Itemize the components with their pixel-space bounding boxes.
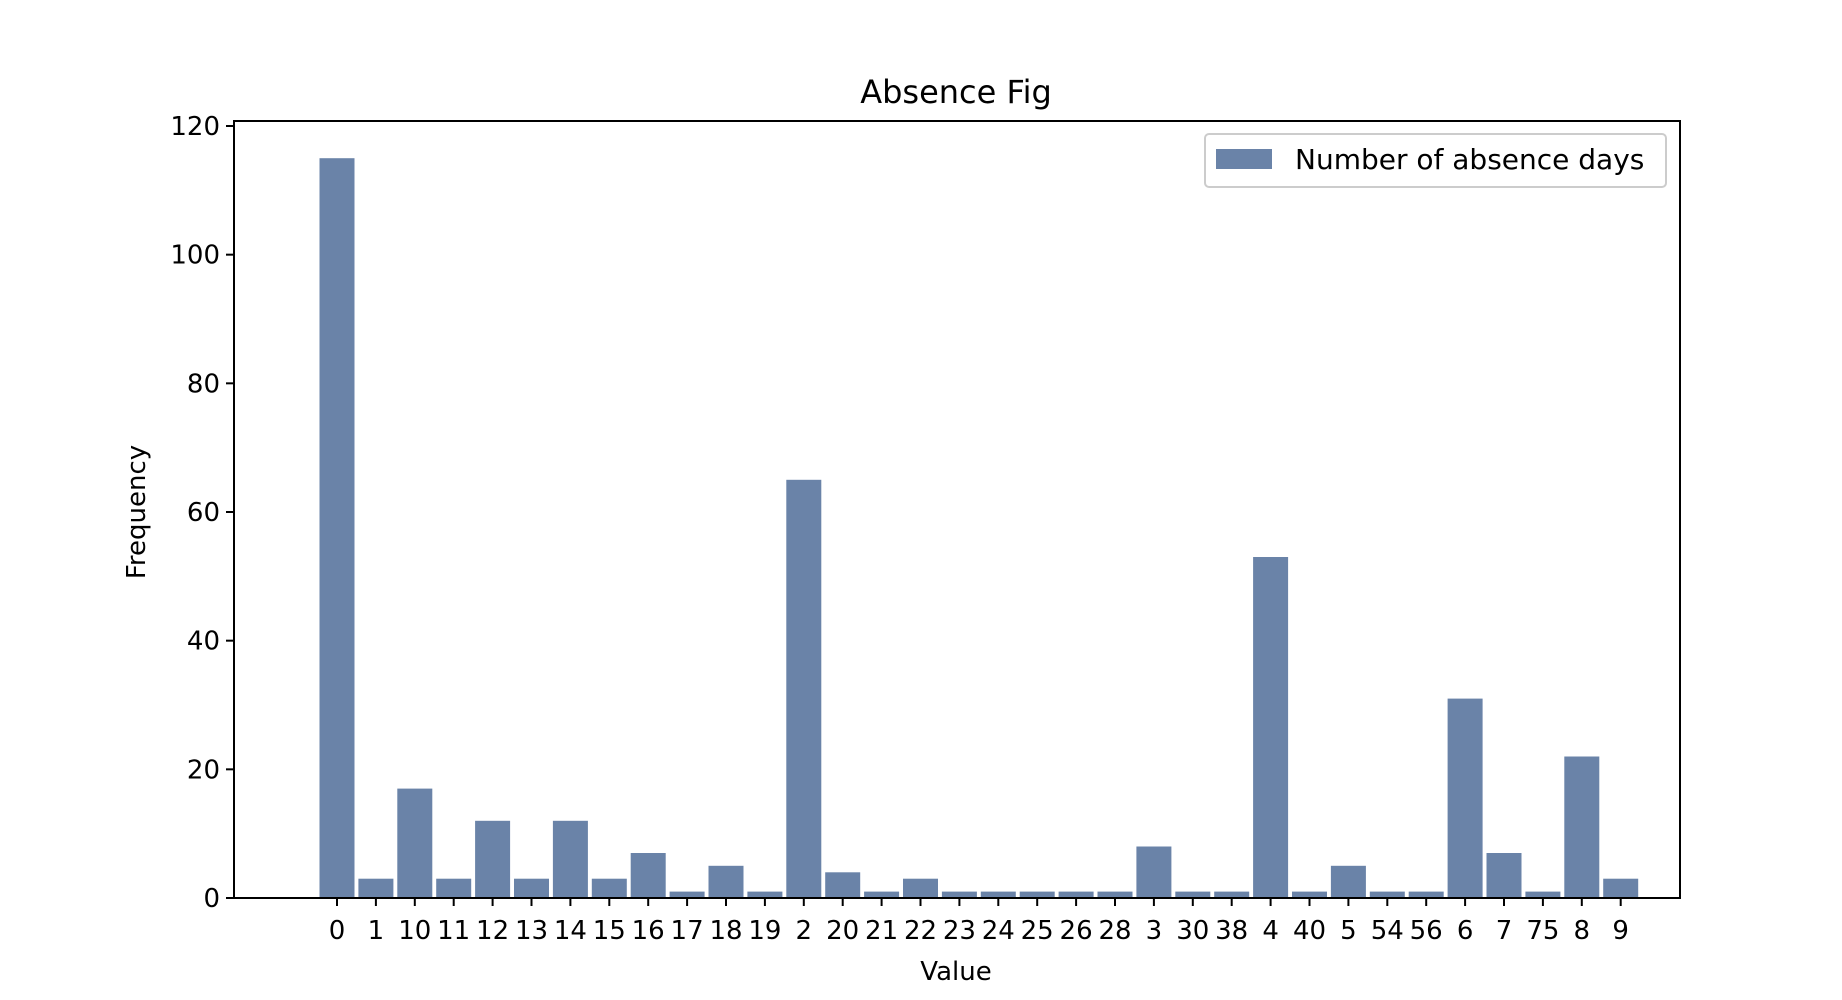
x-tick-label: 23 [943, 916, 976, 946]
bar-10 [397, 788, 433, 898]
y-axis-label: Frequency [122, 445, 152, 579]
x-tick-label: 2 [796, 916, 813, 946]
bars-layer [319, 158, 1639, 898]
bar-5 [1330, 865, 1366, 898]
bar-28 [1097, 891, 1133, 898]
legend-label: Number of absence days [1295, 143, 1644, 176]
legend-swatch [1216, 149, 1272, 169]
x-tick-label: 7 [1496, 916, 1513, 946]
x-axis: 0 1 10 11 12 13 14 15 16 17 18 19 2 20 21 22 23 24 25 26 28 3… [329, 898, 1629, 946]
bar-12 [475, 820, 511, 898]
bar-23 [941, 891, 977, 898]
bar-14 [552, 820, 588, 898]
x-axis-label: Value [920, 957, 991, 987]
x-tick-label: 5 [1340, 916, 1357, 946]
bar-40 [1292, 891, 1327, 898]
x-tick-label: 22 [904, 916, 937, 946]
bar-9 [1603, 878, 1639, 898]
y-tick-label: 60 [187, 498, 220, 528]
bar-24 [980, 891, 1016, 898]
x-tick-label: 56 [1410, 916, 1443, 946]
bar-30 [1175, 891, 1211, 898]
x-tick-label: 28 [1098, 916, 1131, 946]
x-tick-label: 40 [1293, 916, 1326, 946]
x-tick-label: 3 [1146, 916, 1163, 946]
bar-11 [436, 878, 472, 898]
bar-25 [1019, 891, 1055, 898]
x-tick-label: 10 [398, 916, 431, 946]
bar-17 [669, 891, 705, 898]
y-tick-label: 120 [170, 112, 220, 142]
y-tick-label: 80 [187, 369, 220, 399]
x-tick-label: 4 [1262, 916, 1279, 946]
x-tick-label: 18 [709, 916, 742, 946]
x-tick-label: 21 [865, 916, 898, 946]
bar-6 [1447, 698, 1483, 898]
x-tick-label: 20 [826, 916, 859, 946]
x-tick-label: 15 [593, 916, 626, 946]
bar-75 [1525, 891, 1561, 898]
bar-13 [514, 878, 549, 898]
plot-frame [233, 120, 1681, 899]
bar-56 [1408, 891, 1444, 898]
x-tick-label: 75 [1526, 916, 1559, 946]
y-tick-label: 0 [203, 884, 220, 914]
y-tick-label: 100 [170, 241, 220, 271]
bar-18 [708, 865, 744, 898]
chart-title: Absence Fig [860, 73, 1052, 111]
x-tick-label: 13 [515, 916, 548, 946]
x-tick-label: 11 [437, 916, 470, 946]
x-tick-label: 0 [329, 916, 346, 946]
x-tick-label: 24 [982, 916, 1015, 946]
bar-7 [1486, 853, 1522, 898]
legend-box [1204, 133, 1667, 188]
x-tick-label: 38 [1215, 916, 1248, 946]
legend: Number of absence days [1204, 133, 1667, 188]
bar-38 [1214, 891, 1250, 898]
bar-54 [1369, 891, 1405, 898]
x-tick-label: 16 [632, 916, 665, 946]
x-tick-label: 14 [554, 916, 587, 946]
x-tick-label: 6 [1457, 916, 1474, 946]
y-axis: 0 20 40 60 80 100 120 [170, 112, 234, 914]
bar-20 [825, 872, 861, 898]
bar-16 [630, 853, 666, 898]
x-tick-label: 17 [671, 916, 704, 946]
x-tick-label: 8 [1574, 916, 1591, 946]
bar-0 [319, 158, 355, 898]
x-tick-label: 26 [1060, 916, 1093, 946]
bar-1 [358, 878, 394, 898]
bar-8 [1564, 756, 1600, 898]
x-tick-label: 12 [476, 916, 509, 946]
x-tick-label: 54 [1371, 916, 1404, 946]
bar-2 [786, 479, 822, 898]
bar-4 [1253, 557, 1289, 898]
x-tick-label: 1 [368, 916, 385, 946]
bar-15 [591, 878, 627, 898]
bar-19 [747, 891, 783, 898]
x-tick-label: 19 [748, 916, 781, 946]
y-tick-label: 20 [187, 755, 220, 785]
bar-22 [903, 878, 938, 898]
y-tick-label: 40 [187, 627, 220, 657]
x-tick-label: 30 [1176, 916, 1209, 946]
bar-3 [1136, 846, 1172, 898]
x-tick-label: 25 [1021, 916, 1054, 946]
x-tick-label: 9 [1612, 916, 1629, 946]
bar-26 [1058, 891, 1094, 898]
bar-21 [864, 891, 900, 898]
